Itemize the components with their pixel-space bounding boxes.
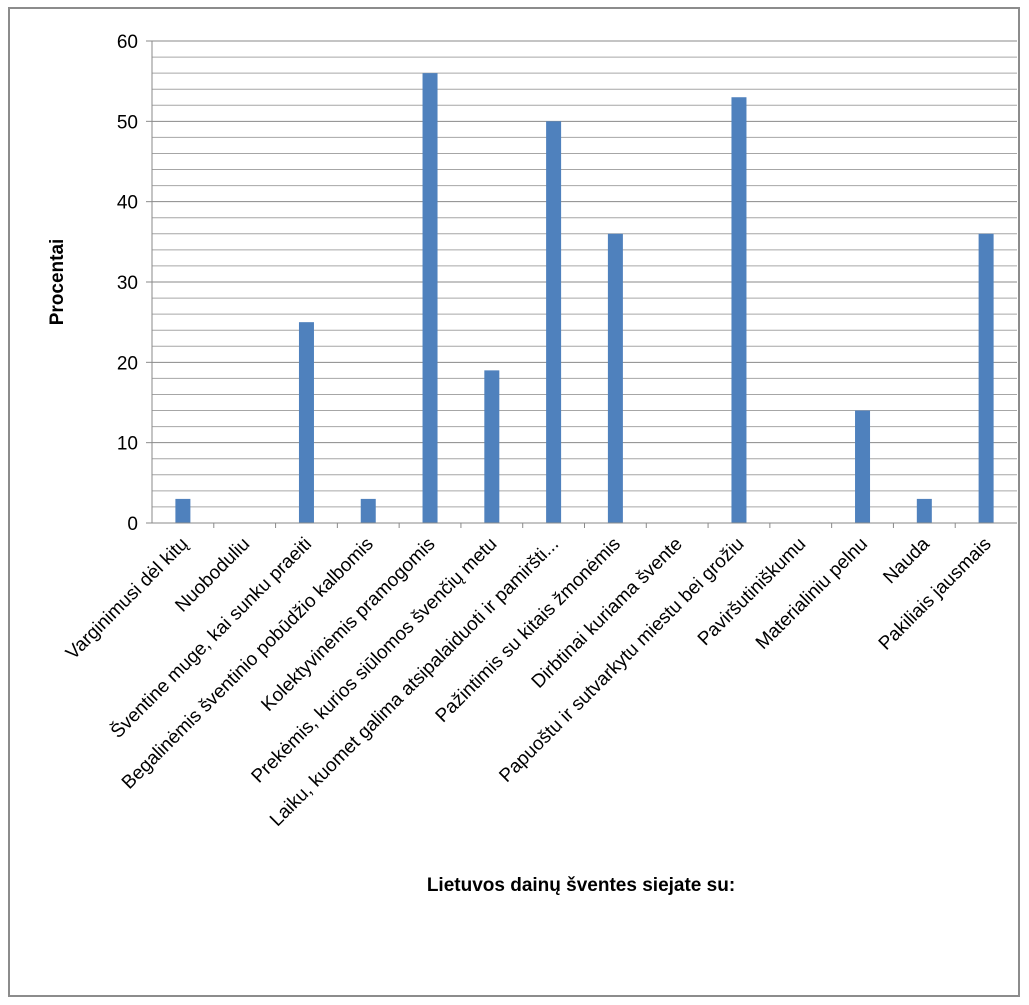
bar <box>298 322 314 523</box>
bar <box>546 121 562 523</box>
category-label: Paviršutiniškumu <box>694 534 810 650</box>
bar <box>422 73 438 523</box>
category-label: Laiku, kuomet galima atsipalaiduoti ir p… <box>266 534 563 831</box>
y-tick-label: 50 <box>117 112 138 133</box>
bar <box>607 233 623 524</box>
bar <box>978 233 994 524</box>
axis-layer <box>146 40 1017 528</box>
y-tick-label: 10 <box>117 434 138 455</box>
y-tick-label: 0 <box>127 514 138 535</box>
y-tick-label: 30 <box>117 273 138 294</box>
bar <box>916 498 932 523</box>
bar <box>175 498 191 523</box>
category-label: Pakiliais jausmais <box>875 534 996 655</box>
bars-layer <box>175 73 994 524</box>
grid-layer <box>152 40 1017 508</box>
x-axis-title: Lietuvos dainų šventes siejate su: <box>427 875 735 896</box>
bar <box>484 370 500 523</box>
category-label: Nauda <box>879 533 934 588</box>
category-label: Materialiniu pelnu <box>752 534 872 654</box>
y-tick-label: 20 <box>117 353 138 374</box>
bar <box>360 498 376 523</box>
y-tick-label: 60 <box>117 32 138 53</box>
bar <box>731 97 747 523</box>
y-axis-title: Procentai <box>47 239 68 326</box>
y-tick-label: 40 <box>117 193 138 214</box>
bar <box>855 410 871 523</box>
